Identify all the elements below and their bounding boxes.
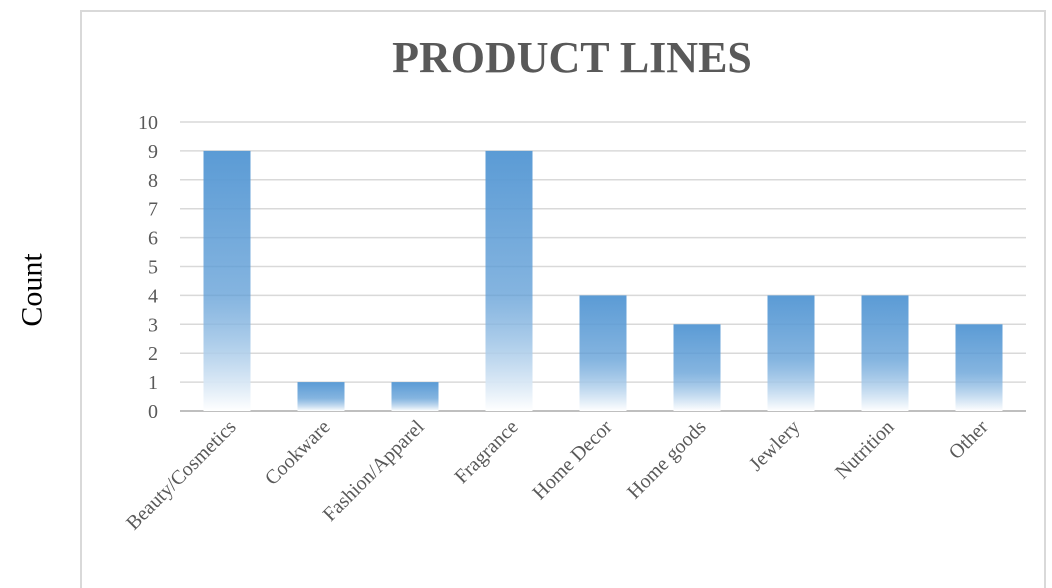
y-tick-label: 4 xyxy=(148,285,158,307)
y-tick-label: 2 xyxy=(148,343,158,365)
x-tick-label: Other xyxy=(945,416,993,464)
bar xyxy=(203,150,251,411)
bar xyxy=(955,324,1003,411)
x-tick-label: Home Decor xyxy=(528,416,616,504)
chart-title: PRODUCT LINES xyxy=(392,33,752,82)
y-tick-label: 5 xyxy=(148,257,158,279)
bar xyxy=(579,295,627,411)
bar xyxy=(673,324,721,411)
x-tick-label: Fragrance xyxy=(450,416,522,488)
y-tick-label: 8 xyxy=(148,170,158,192)
y-tick-label: 9 xyxy=(148,141,158,163)
bar xyxy=(391,382,439,411)
bar xyxy=(485,150,533,411)
y-tick-label: 6 xyxy=(148,228,158,250)
bars xyxy=(203,150,1003,411)
chart-frame xyxy=(80,10,1046,588)
y-tick-label: 1 xyxy=(148,372,158,394)
x-tick-label: Jewlery xyxy=(745,416,805,476)
y-tick-labels: 0 1 2 3 4 5 6 7 8 9 10 xyxy=(138,112,158,423)
x-tick-label: Fashion/Apparel xyxy=(319,416,429,526)
x-tick-label: Home goods xyxy=(623,416,711,504)
y-tick-label: 3 xyxy=(148,314,158,336)
x-tick-label: Cookware xyxy=(261,416,335,490)
x-tick-label: Beauty/Cosmetics xyxy=(122,416,241,535)
y-tick-label: 0 xyxy=(148,401,158,423)
x-tick-label: Nutrition xyxy=(831,416,898,483)
bar xyxy=(297,382,345,411)
bar xyxy=(767,295,815,411)
y-tick-label: 7 xyxy=(148,199,158,221)
y-tick-label: 10 xyxy=(138,112,158,134)
bar xyxy=(861,295,909,411)
